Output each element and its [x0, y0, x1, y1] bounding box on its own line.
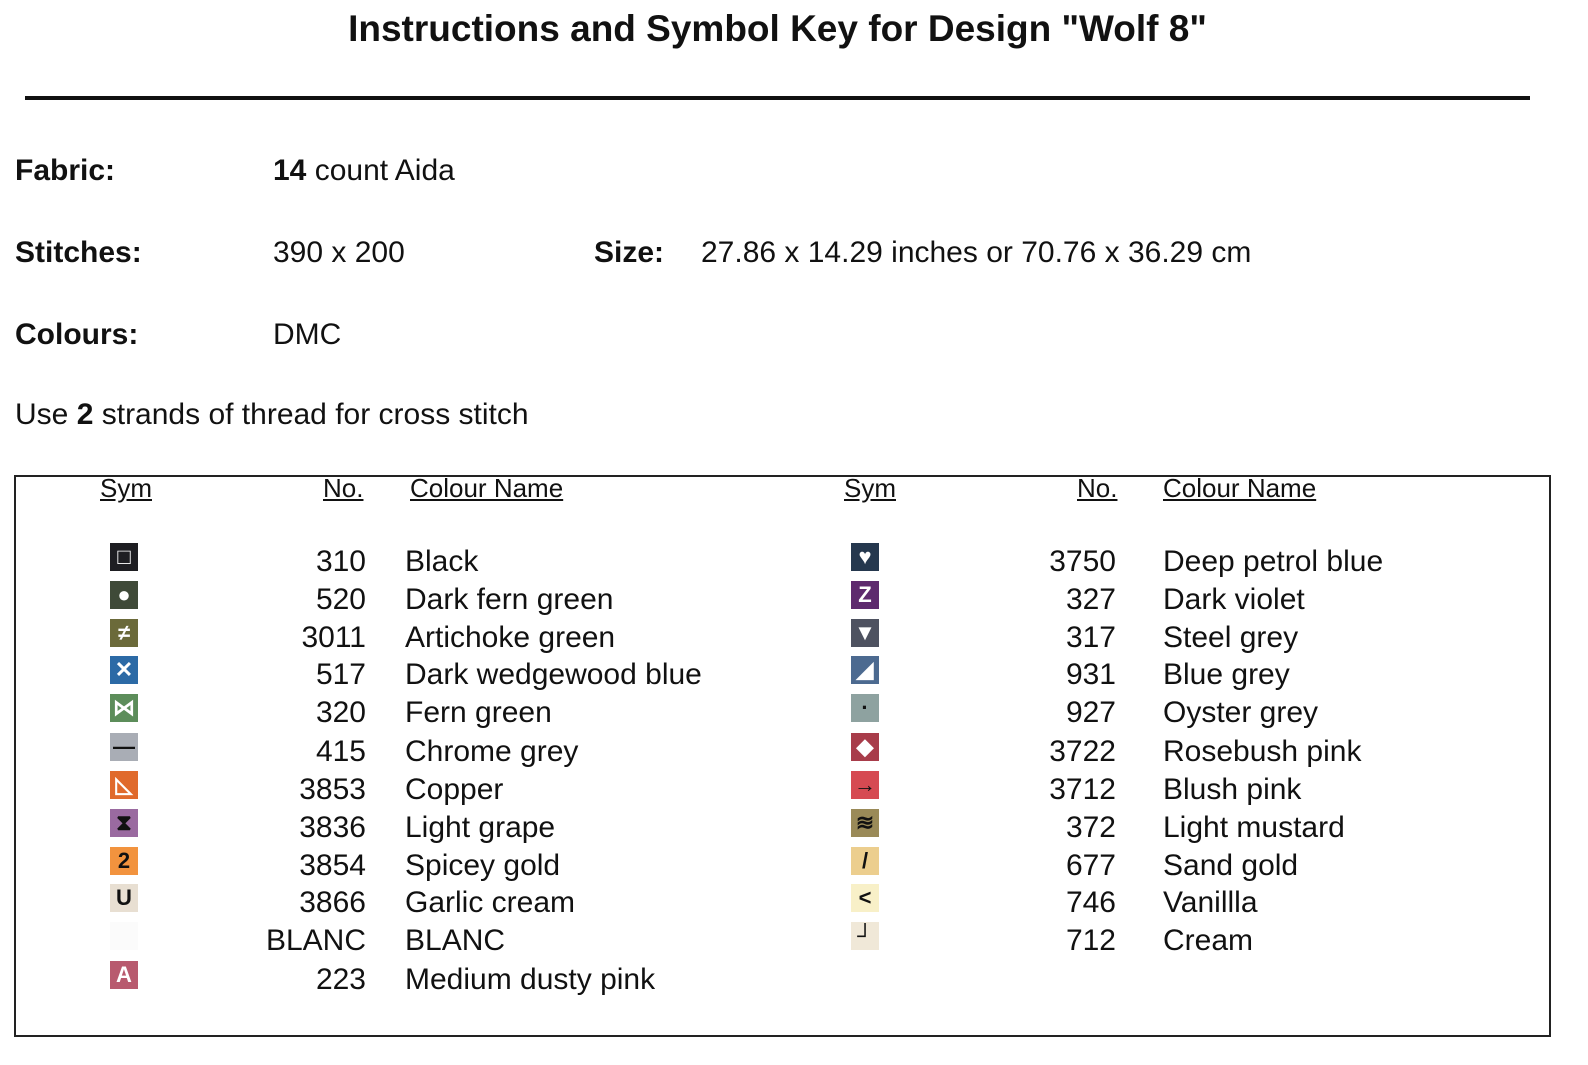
stitches-label: Stitches: [15, 236, 142, 269]
strands-post: strands of thread for cross stitch [101, 398, 529, 431]
colour-number: 320 [315, 696, 366, 729]
header-name-right: Colour Name [1163, 473, 1317, 503]
colour-number: 3853 [299, 773, 366, 806]
symbol-icon: ♥ [851, 543, 879, 571]
stitches-value: 390 x 200 [273, 236, 405, 269]
header-sym-left: Sym [100, 473, 152, 503]
size-label: Size: [594, 236, 665, 269]
colour-number: 520 [315, 583, 366, 616]
colour-name: Fern green [405, 696, 552, 729]
colour-name: Blush pink [1163, 773, 1302, 806]
colours-value: DMC [273, 318, 342, 351]
colour-number: BLANC [265, 924, 366, 957]
colour-name: Sand gold [1163, 849, 1299, 882]
page-title: Instructions and Symbol Key for Design "… [348, 8, 1207, 49]
colour-name: Chrome grey [405, 735, 579, 768]
colour-name: Medium dusty pink [405, 963, 656, 996]
symbol-icon: 2 [110, 847, 138, 875]
colour-name: Light grape [405, 811, 556, 844]
header-sym-right: Sym [844, 473, 896, 503]
colour-number: 3750 [1049, 545, 1116, 578]
colour-name: Cream [1163, 924, 1254, 957]
size-value: 27.86 x 14.29 inches or 70.76 x 36.29 cm [701, 236, 1252, 269]
symbol-icon: Z [851, 581, 879, 609]
colour-name: BLANC [405, 924, 506, 957]
colour-name: Dark wedgewood blue [405, 658, 702, 691]
symbol-icon [110, 922, 138, 950]
colour-name: Light mustard [1163, 811, 1345, 844]
colour-number: 3712 [1049, 773, 1116, 806]
symbol-icon: ◢ [851, 656, 879, 684]
header-no-left: No. [323, 473, 364, 503]
colour-number: 517 [315, 658, 366, 691]
symbol-icon: A [110, 961, 138, 989]
colours-label: Colours: [15, 318, 139, 351]
colour-name: Oyster grey [1163, 696, 1319, 729]
symbol-icon: ┘ [851, 922, 879, 950]
colour-number: 931 [1065, 658, 1116, 691]
colour-number: 3854 [299, 849, 366, 882]
symbol-icon: ◆ [851, 733, 879, 761]
colour-name: Garlic cream [405, 886, 576, 919]
symbol-icon: ▼ [851, 619, 879, 647]
colour-number: 712 [1065, 924, 1116, 957]
colour-number: 327 [1065, 583, 1116, 616]
colour-number: 927 [1065, 696, 1116, 729]
fabric-label: Fabric: [15, 154, 116, 187]
fabric-type: count Aida [314, 154, 455, 187]
strands-count: 2 [76, 398, 94, 431]
colour-number: 3011 [301, 621, 366, 654]
colour-name: Steel grey [1163, 621, 1299, 654]
header-name-left: Colour Name [410, 473, 564, 503]
symbol-icon: / [851, 847, 879, 875]
colour-number: 3836 [299, 811, 366, 844]
colour-number: 3722 [1049, 735, 1116, 768]
symbol-icon: ⋈ [110, 694, 138, 722]
strands-instruction: Use 2 strands of thread for cross stitch [15, 398, 529, 432]
strands-pre: Use [15, 398, 69, 431]
symbol-icon: → [851, 771, 879, 799]
header-no-right: No. [1077, 473, 1118, 503]
symbol-icon: □ [110, 543, 138, 571]
colour-number: 223 [315, 963, 366, 996]
colour-number: 415 [315, 735, 366, 768]
colour-number: 3866 [299, 886, 366, 919]
symbol-icon: ◺ [110, 771, 138, 799]
symbol-icon: ✕ [110, 656, 138, 684]
symbol-key-table [14, 475, 1551, 1037]
colour-name: Dark fern green [405, 583, 614, 616]
symbol-icon: < [851, 884, 879, 912]
symbol-icon: ≋ [851, 809, 879, 837]
symbol-icon: U [110, 884, 138, 912]
symbol-icon: ≠ [110, 619, 138, 647]
colour-number: 746 [1065, 886, 1116, 919]
divider [25, 96, 1530, 100]
colour-name: Artichoke green [405, 621, 616, 654]
symbol-icon: ● [110, 581, 138, 609]
colour-number: 317 [1065, 621, 1116, 654]
colour-name: Dark violet [1163, 583, 1305, 616]
colour-name: Copper [405, 773, 504, 806]
colour-number: 372 [1065, 811, 1116, 844]
symbol-icon: ⧗ [110, 809, 138, 837]
fabric-value: 14 count Aida [273, 154, 455, 188]
fabric-count: 14 [273, 154, 307, 187]
colour-name: Spicey gold [405, 849, 561, 882]
symbol-icon: — [110, 733, 138, 761]
colour-name: Deep petrol blue [1163, 545, 1384, 578]
colour-number: 677 [1065, 849, 1116, 882]
colour-name: Blue grey [1163, 658, 1290, 691]
symbol-icon: · [851, 694, 879, 722]
colour-name: Vanillla [1163, 886, 1258, 919]
colour-name: Rosebush pink [1163, 735, 1362, 768]
colour-name: Black [405, 545, 479, 578]
colour-number: 310 [315, 545, 366, 578]
